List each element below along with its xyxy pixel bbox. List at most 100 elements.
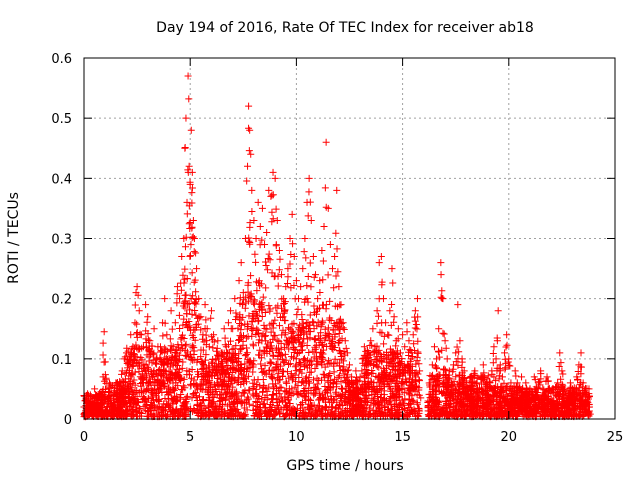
- data-point: [122, 349, 130, 357]
- band-point: [187, 295, 195, 303]
- data-point: [269, 168, 277, 176]
- data-point: [437, 259, 445, 267]
- y-tick-label: 0.1: [51, 353, 72, 368]
- band-point: [395, 401, 403, 409]
- band-point: [289, 390, 297, 398]
- data-point-spread: [392, 342, 400, 350]
- data-point: [307, 216, 315, 224]
- band-point: [409, 409, 417, 417]
- band-point: [331, 355, 339, 363]
- data-point: [413, 295, 421, 303]
- data-point: [409, 331, 417, 339]
- band-point: [404, 401, 412, 409]
- band-point: [452, 373, 460, 381]
- data-point-spread: [307, 283, 315, 291]
- band-point: [362, 403, 370, 411]
- data-point-spread: [437, 293, 445, 301]
- band-point: [486, 411, 494, 419]
- band-point: [429, 412, 437, 420]
- data-point: [507, 379, 515, 387]
- band-point: [396, 400, 404, 408]
- data-point: [505, 355, 513, 363]
- x-tick-label: 20: [501, 430, 518, 445]
- y-tick-label: 0.3: [51, 233, 72, 248]
- data-point-spread: [303, 282, 311, 290]
- band-point: [404, 384, 412, 392]
- data-point-spread: [176, 324, 184, 332]
- data-point-spread: [274, 282, 282, 290]
- band-point: [241, 412, 249, 420]
- data-point-spread: [373, 319, 381, 327]
- band-point: [242, 350, 250, 358]
- band-point: [451, 404, 459, 412]
- band-point: [286, 389, 294, 397]
- band-point: [269, 391, 277, 399]
- band-point: [267, 359, 275, 367]
- band-point: [356, 404, 364, 412]
- data-point-spread: [503, 341, 511, 349]
- band-point: [260, 321, 268, 329]
- band-point: [160, 407, 168, 415]
- data-point: [305, 174, 313, 182]
- band-point: [185, 371, 193, 379]
- band-point: [131, 381, 139, 389]
- band-point: [205, 394, 213, 402]
- data-point-spread: [453, 343, 461, 351]
- band-point: [186, 306, 194, 314]
- band-point: [254, 411, 262, 419]
- band-point: [438, 389, 446, 397]
- band-point: [389, 390, 397, 398]
- band-point: [172, 353, 180, 361]
- band-point: [273, 402, 281, 410]
- band-point: [259, 400, 267, 408]
- band-point: [341, 398, 349, 406]
- data-point: [297, 283, 305, 291]
- band-point: [274, 387, 282, 395]
- band-point: [267, 328, 275, 336]
- data-point-spread: [334, 268, 342, 276]
- band-point: [297, 360, 305, 368]
- band-point: [329, 411, 337, 419]
- band-point: [263, 325, 271, 333]
- band-point: [137, 412, 145, 420]
- band-point: [153, 381, 161, 389]
- band-point: [381, 403, 389, 411]
- data-point-spread: [305, 188, 313, 196]
- band-point: [261, 362, 269, 370]
- band-point: [393, 394, 401, 402]
- data-point-spread: [403, 328, 411, 336]
- data-point: [258, 204, 266, 212]
- band-point: [288, 320, 296, 328]
- data-point-spread: [190, 248, 198, 256]
- band-point: [240, 398, 248, 406]
- data-point-spread: [376, 328, 384, 336]
- band-point: [437, 406, 445, 414]
- data-point-spread: [185, 95, 193, 103]
- band-point: [401, 404, 409, 412]
- band-point: [436, 411, 444, 419]
- data-point-spread: [284, 273, 292, 281]
- band-point: [270, 383, 278, 391]
- data-point: [367, 337, 375, 345]
- band-point: [304, 403, 312, 411]
- band-point: [265, 302, 273, 310]
- band-point: [319, 394, 327, 402]
- band-point: [330, 360, 338, 368]
- band-point: [283, 368, 291, 376]
- band-point: [140, 395, 148, 403]
- band-point: [285, 374, 293, 382]
- data-point: [244, 162, 252, 170]
- band-point: [270, 366, 278, 374]
- band-point: [377, 384, 385, 392]
- band-point: [386, 395, 394, 403]
- data-point-spread: [319, 276, 327, 284]
- band-point: [329, 403, 337, 411]
- data-point-spread: [319, 257, 327, 265]
- band-point: [271, 316, 279, 324]
- band-point: [191, 307, 199, 315]
- data-point: [467, 373, 475, 381]
- band-point: [433, 406, 441, 414]
- band-point: [335, 330, 343, 338]
- band-point: [275, 322, 283, 330]
- band-point: [306, 379, 314, 387]
